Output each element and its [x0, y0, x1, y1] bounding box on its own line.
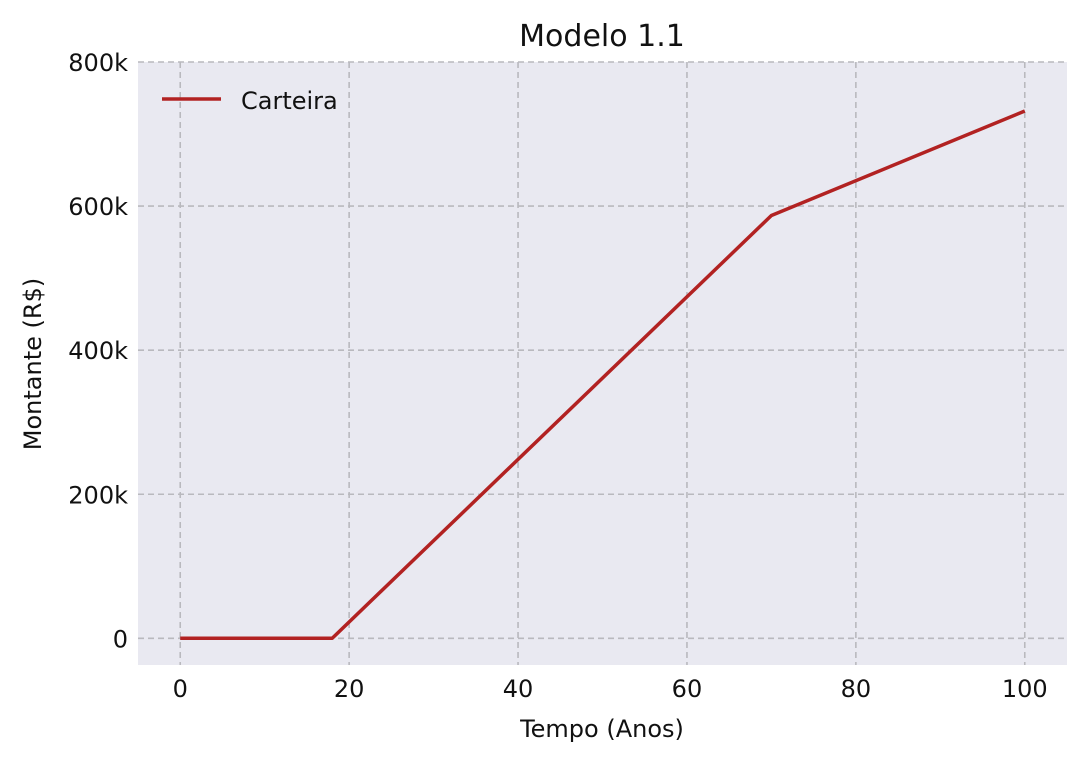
plot-area [138, 62, 1067, 665]
grid [138, 61, 1067, 665]
x-tick-label: 100 [1002, 675, 1048, 703]
y-axis-ticks: 0 200k 400k 600k 800k [68, 49, 128, 653]
x-tick-label: 40 [503, 675, 534, 703]
legend: Carteira [162, 87, 338, 115]
legend-label-carteira: Carteira [241, 87, 338, 115]
x-tick-label: 20 [334, 675, 365, 703]
chart-title: Modelo 1.1 [519, 19, 685, 54]
series-layer [180, 109, 1026, 641]
x-axis-title: Tempo (Anos) [519, 715, 684, 743]
x-tick-label: 0 [173, 675, 188, 703]
y-tick-label: 0 [113, 625, 128, 653]
x-tick-label: 80 [841, 675, 872, 703]
y-tick-label: 800k [68, 49, 128, 77]
series-line-carteira [180, 109, 1026, 641]
y-tick-label: 600k [68, 193, 128, 221]
x-axis-ticks: 0 20 40 60 80 100 [173, 675, 1048, 703]
y-axis-title: Montante (R$) [19, 278, 47, 450]
y-tick-label: 200k [68, 481, 128, 509]
y-tick-label: 400k [68, 337, 128, 365]
x-tick-label: 60 [672, 675, 703, 703]
